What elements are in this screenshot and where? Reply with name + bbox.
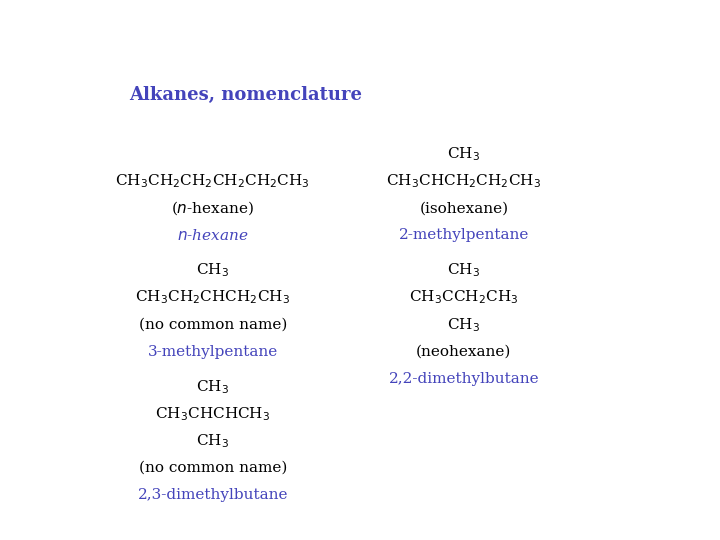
Text: (neohexane): (neohexane) bbox=[416, 345, 511, 359]
Text: CH$_3$: CH$_3$ bbox=[447, 316, 480, 334]
Text: (no common name): (no common name) bbox=[138, 461, 287, 475]
Text: CH$_3$CCH$_2$CH$_3$: CH$_3$CCH$_2$CH$_3$ bbox=[409, 289, 518, 307]
Text: CH$_3$CHCH$_2$CH$_2$CH$_3$: CH$_3$CHCH$_2$CH$_2$CH$_3$ bbox=[387, 172, 541, 190]
Text: 3-methylpentane: 3-methylpentane bbox=[148, 345, 278, 359]
Text: CH$_3$CHCHCH$_3$: CH$_3$CHCHCH$_3$ bbox=[155, 405, 271, 423]
Text: 2,3-dimethylbutane: 2,3-dimethylbutane bbox=[138, 488, 288, 502]
Text: CH$_3$: CH$_3$ bbox=[197, 378, 229, 396]
Text: CH$_3$: CH$_3$ bbox=[197, 262, 229, 280]
Text: Alkanes, nomenclature: Alkanes, nomenclature bbox=[129, 85, 362, 104]
Text: ($n$-hexane): ($n$-hexane) bbox=[171, 199, 254, 217]
Text: $n$-hexane: $n$-hexane bbox=[177, 228, 248, 243]
Text: (isohexane): (isohexane) bbox=[419, 201, 508, 215]
Text: 2-methylpentane: 2-methylpentane bbox=[399, 228, 529, 242]
Text: 2,2-dimethylbutane: 2,2-dimethylbutane bbox=[389, 372, 539, 386]
Text: CH$_3$: CH$_3$ bbox=[447, 262, 480, 280]
Text: (no common name): (no common name) bbox=[138, 318, 287, 332]
Text: CH$_3$: CH$_3$ bbox=[447, 145, 480, 163]
Text: CH$_3$: CH$_3$ bbox=[197, 432, 229, 450]
Text: CH$_3$CH$_2$CH$_2$CH$_2$CH$_2$CH$_3$: CH$_3$CH$_2$CH$_2$CH$_2$CH$_2$CH$_3$ bbox=[115, 172, 310, 190]
Text: CH$_3$CH$_2$CHCH$_2$CH$_3$: CH$_3$CH$_2$CHCH$_2$CH$_3$ bbox=[135, 289, 290, 307]
